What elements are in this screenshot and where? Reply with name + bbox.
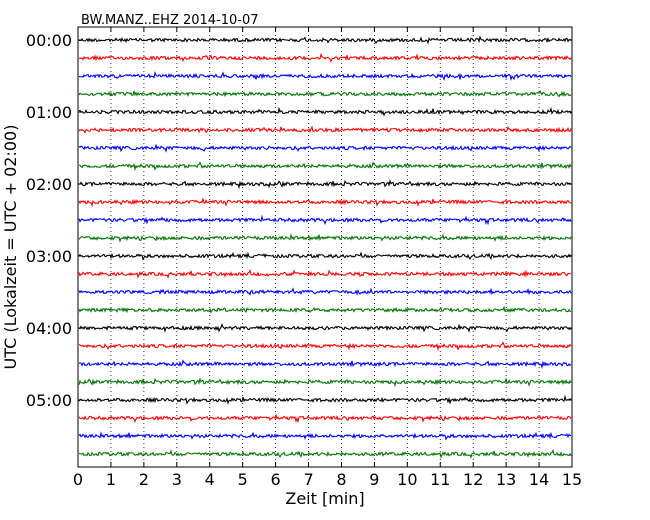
- trace-14: [78, 287, 572, 296]
- y-axis-label: UTC (Lokalzeit = UTC + 02:00): [1, 125, 20, 370]
- x-tick-label: 11: [430, 470, 450, 489]
- trace-8: [78, 179, 572, 190]
- trace-9: [78, 198, 572, 208]
- trace-2: [78, 71, 572, 82]
- x-tick-label: 2: [139, 470, 149, 489]
- trace-13: [78, 268, 572, 279]
- trace-16: [78, 322, 572, 334]
- x-tick-label: 14: [529, 470, 549, 489]
- trace-19: [78, 377, 572, 388]
- trace-3: [78, 89, 572, 98]
- trace-21: [78, 413, 572, 424]
- trace-6: [78, 143, 572, 153]
- y-tick-label: 04:00: [26, 319, 72, 338]
- trace-23: [78, 448, 572, 459]
- x-tick-label: 5: [238, 470, 248, 489]
- vertical-grid: [110, 27, 540, 467]
- y-axis-ticks: 00:00 01:00 02:00 03:00 04:00 05:00: [26, 31, 572, 410]
- x-axis-ticks: 0 1 2 3 4 5 6 7 8 9 10 11 12 13 14 15: [73, 27, 582, 489]
- trace-20: [78, 394, 572, 405]
- y-tick-label: 05:00: [26, 391, 72, 410]
- trace-1: [78, 52, 572, 63]
- seismic-traces: [78, 35, 572, 459]
- trace-11: [78, 233, 572, 243]
- y-tick-label: 01:00: [26, 103, 72, 122]
- x-tick-label: 9: [369, 470, 379, 489]
- trace-10: [78, 214, 572, 226]
- trace-4: [78, 106, 572, 117]
- x-tick-label: 1: [106, 470, 116, 489]
- trace-0: [78, 35, 572, 45]
- x-tick-label: 12: [463, 470, 483, 489]
- x-tick-label: 10: [397, 470, 417, 489]
- y-tick-label: 00:00: [26, 31, 72, 50]
- chart-title: BW.MANZ..EHZ 2014-10-07: [81, 13, 259, 28]
- plot-frame: [77, 26, 573, 468]
- y-tick-label: 03:00: [26, 247, 72, 266]
- x-axis-label: Zeit [min]: [285, 489, 364, 508]
- x-tick-label: 15: [562, 470, 582, 489]
- trace-17: [78, 341, 572, 352]
- trace-5: [78, 125, 572, 134]
- x-tick-label: 7: [303, 470, 313, 489]
- x-tick-label: 13: [496, 470, 516, 489]
- trace-15: [78, 305, 572, 314]
- trace-18: [78, 359, 572, 370]
- x-tick-label: 6: [271, 470, 281, 489]
- x-tick-label: 8: [336, 470, 346, 489]
- x-tick-label: 4: [205, 470, 215, 489]
- x-tick-label: 0: [73, 470, 83, 489]
- trace-7: [78, 161, 572, 172]
- trace-12: [78, 251, 572, 261]
- y-tick-label: 02:00: [26, 175, 72, 194]
- trace-22: [78, 431, 572, 441]
- x-tick-label: 3: [172, 470, 182, 489]
